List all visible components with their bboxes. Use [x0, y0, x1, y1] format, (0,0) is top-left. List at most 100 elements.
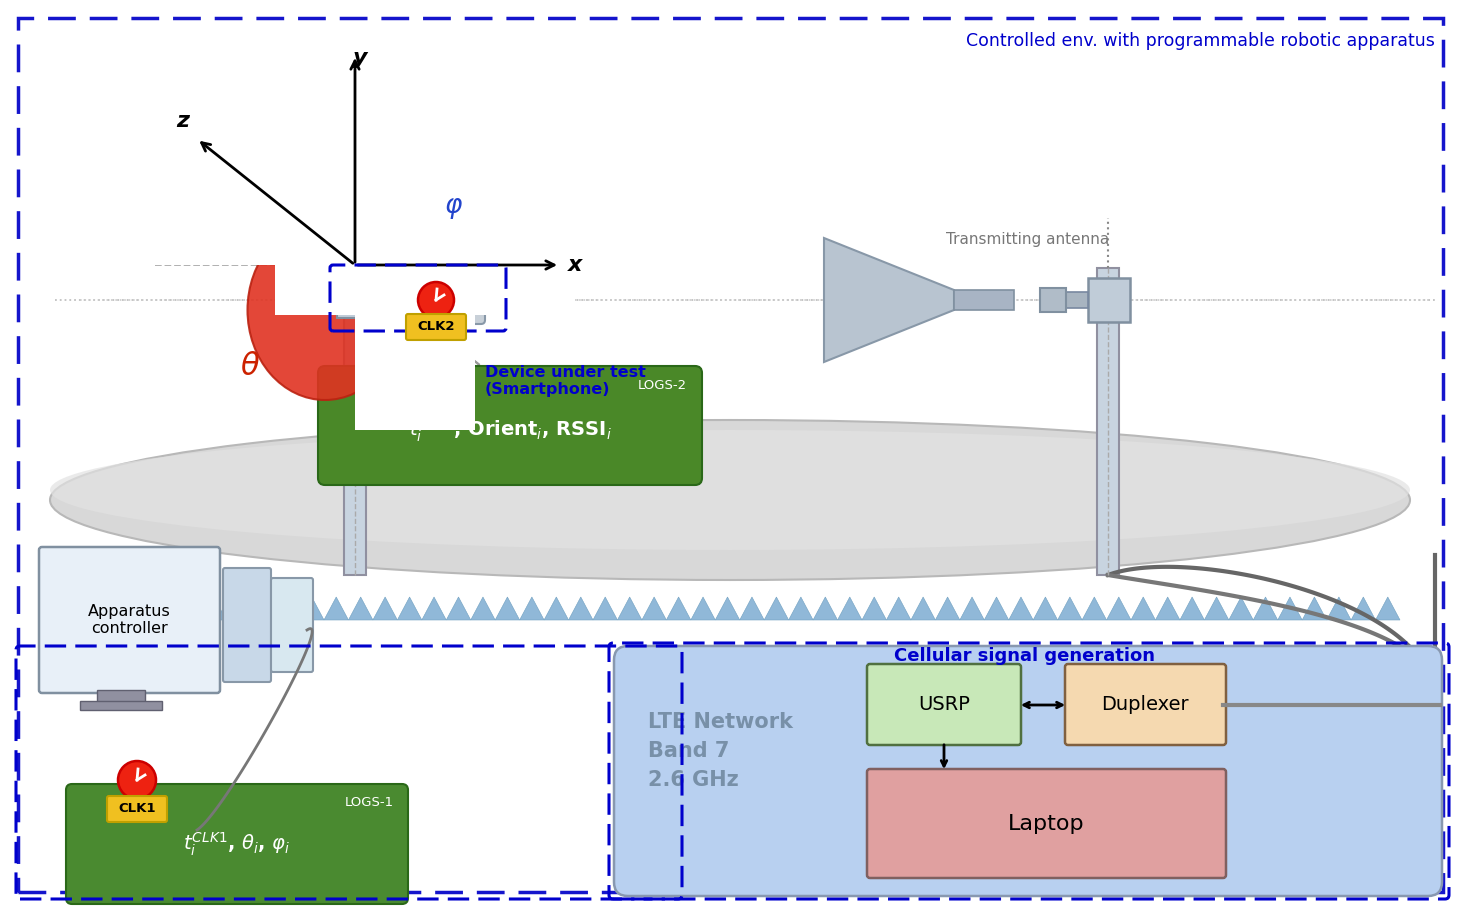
Polygon shape: [910, 597, 935, 620]
Text: $t_i^{CLK2}$, Orient$_i$, RSSI$_i$: $t_i^{CLK2}$, Orient$_i$, RSSI$_i$: [409, 416, 611, 444]
Bar: [355, 250, 475, 430]
Bar: [1040, 288, 1067, 312]
Polygon shape: [397, 597, 422, 620]
Polygon shape: [324, 597, 349, 620]
Polygon shape: [1302, 597, 1327, 620]
Polygon shape: [568, 597, 593, 620]
Text: x: x: [568, 255, 583, 275]
Polygon shape: [1008, 597, 1033, 620]
FancyBboxPatch shape: [614, 646, 1442, 896]
Polygon shape: [129, 597, 153, 620]
Text: LOGS-2: LOGS-2: [638, 379, 687, 392]
Circle shape: [118, 761, 156, 799]
Polygon shape: [422, 597, 446, 620]
Polygon shape: [960, 597, 985, 620]
Text: CLK1: CLK1: [118, 803, 156, 815]
Polygon shape: [789, 597, 814, 620]
Text: LTE Network
Band 7
2.6 GHz: LTE Network Band 7 2.6 GHz: [649, 712, 793, 790]
Text: Transmitting antenna: Transmitting antenna: [947, 232, 1109, 247]
Text: USRP: USRP: [918, 696, 970, 715]
FancyBboxPatch shape: [1065, 664, 1226, 745]
Bar: [373, 292, 392, 308]
Circle shape: [418, 282, 454, 318]
Ellipse shape: [50, 420, 1410, 580]
Polygon shape: [470, 597, 495, 620]
Polygon shape: [56, 597, 79, 620]
FancyBboxPatch shape: [406, 314, 466, 340]
Polygon shape: [1156, 597, 1180, 620]
Text: Device under test
(Smartphone): Device under test (Smartphone): [485, 365, 646, 398]
FancyBboxPatch shape: [66, 784, 408, 904]
FancyBboxPatch shape: [866, 769, 1226, 878]
Polygon shape: [1376, 597, 1400, 620]
Polygon shape: [1131, 597, 1156, 620]
Polygon shape: [1083, 597, 1106, 620]
Ellipse shape: [247, 220, 402, 400]
Ellipse shape: [337, 195, 482, 275]
Bar: [80, 701, 162, 710]
Polygon shape: [1106, 597, 1131, 620]
FancyBboxPatch shape: [39, 547, 221, 693]
FancyBboxPatch shape: [866, 664, 1021, 745]
Text: z: z: [175, 111, 188, 131]
Bar: [1097, 268, 1119, 575]
Polygon shape: [691, 597, 716, 620]
Polygon shape: [1254, 597, 1278, 620]
Polygon shape: [814, 597, 837, 620]
Polygon shape: [520, 597, 543, 620]
FancyBboxPatch shape: [270, 578, 313, 672]
Polygon shape: [1033, 597, 1058, 620]
Bar: [155, 165, 555, 265]
Polygon shape: [1327, 597, 1351, 620]
Polygon shape: [202, 597, 226, 620]
FancyBboxPatch shape: [318, 366, 701, 485]
Text: y: y: [352, 48, 367, 68]
Text: Laptop: Laptop: [1008, 814, 1084, 834]
Polygon shape: [1278, 597, 1302, 620]
FancyBboxPatch shape: [107, 796, 167, 822]
Polygon shape: [618, 597, 641, 620]
Polygon shape: [349, 597, 373, 620]
Ellipse shape: [50, 430, 1410, 550]
Text: θ: θ: [240, 352, 259, 381]
Polygon shape: [1058, 597, 1083, 620]
Polygon shape: [373, 597, 397, 620]
Polygon shape: [739, 597, 764, 620]
Polygon shape: [1229, 597, 1254, 620]
Polygon shape: [251, 597, 275, 620]
Polygon shape: [887, 597, 910, 620]
Polygon shape: [543, 597, 568, 620]
Text: CLK2: CLK2: [418, 321, 454, 333]
Polygon shape: [666, 597, 691, 620]
Bar: [954, 290, 1014, 310]
Text: Controlled env. with programmable robotic apparatus: Controlled env. with programmable roboti…: [966, 32, 1435, 50]
Text: Apparatus
controller: Apparatus controller: [88, 604, 171, 637]
Polygon shape: [985, 597, 1008, 620]
Polygon shape: [641, 597, 666, 620]
Text: Duplexer: Duplexer: [1102, 696, 1189, 715]
Bar: [343, 268, 367, 575]
Polygon shape: [764, 597, 789, 620]
Bar: [337, 282, 373, 318]
Polygon shape: [177, 597, 202, 620]
Polygon shape: [593, 597, 618, 620]
Polygon shape: [446, 597, 470, 620]
Polygon shape: [824, 238, 954, 362]
FancyBboxPatch shape: [387, 276, 485, 324]
Polygon shape: [79, 597, 104, 620]
Text: Cellular signal generation: Cellular signal generation: [894, 647, 1156, 665]
Bar: [275, 260, 576, 315]
Polygon shape: [862, 597, 887, 620]
Polygon shape: [1351, 597, 1376, 620]
Bar: [275, 185, 355, 275]
Polygon shape: [153, 597, 177, 620]
Polygon shape: [1204, 597, 1229, 620]
Polygon shape: [495, 597, 520, 620]
Polygon shape: [104, 597, 129, 620]
FancyBboxPatch shape: [224, 568, 270, 682]
Bar: [96, 690, 145, 702]
Bar: [1067, 292, 1088, 308]
Polygon shape: [935, 597, 960, 620]
Polygon shape: [1180, 597, 1204, 620]
Polygon shape: [226, 597, 251, 620]
